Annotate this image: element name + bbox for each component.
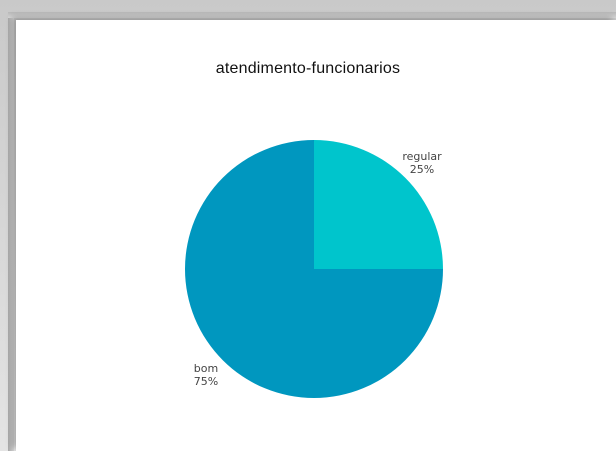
chart-title: atendimento-funcionarios bbox=[215, 60, 401, 77]
window-top-edge bbox=[8, 12, 616, 18]
slice-percent-bom: 75% bbox=[194, 375, 218, 388]
pie-slice-regular[interactable] bbox=[314, 140, 443, 269]
window-left-edge bbox=[8, 18, 14, 451]
slice-label-bom: bom bbox=[194, 362, 218, 375]
pie-slice-bom[interactable] bbox=[185, 140, 443, 398]
slice-percent-regular: 25% bbox=[410, 163, 434, 176]
slice-label-regular: regular bbox=[402, 150, 442, 163]
